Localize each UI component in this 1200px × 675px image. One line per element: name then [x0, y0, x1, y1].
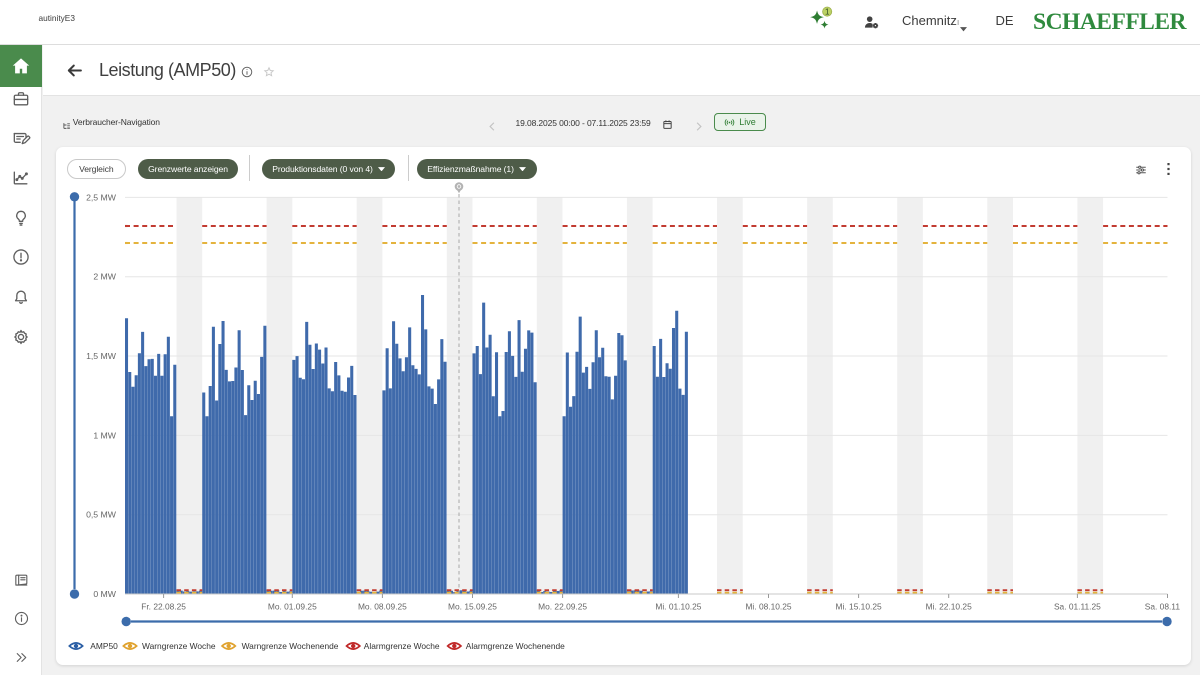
- svg-text:Mi. 08.10.25: Mi. 08.10.25: [745, 602, 791, 612]
- svg-text:2,5 MW: 2,5 MW: [86, 192, 117, 202]
- svg-text:Mo. 15.09.25: Mo. 15.09.25: [448, 602, 497, 612]
- svg-text:2 MW: 2 MW: [93, 272, 116, 282]
- svg-text:Mi. 01.10.25: Mi. 01.10.25: [655, 602, 701, 612]
- svg-text:Mi. 22.10.25: Mi. 22.10.25: [926, 602, 972, 612]
- svg-text:Warngrenze Woche: Warngrenze Woche: [142, 641, 216, 651]
- svg-text:1 MW: 1 MW: [93, 430, 116, 440]
- svg-text:AMP50: AMP50: [90, 641, 118, 651]
- svg-text:0,5 MW: 0,5 MW: [86, 510, 117, 520]
- svg-text:Alarmgrenze Woche: Alarmgrenze Woche: [364, 641, 440, 651]
- svg-text:Fr. 22.08.25: Fr. 22.08.25: [141, 602, 186, 612]
- svg-text:1,5 MW: 1,5 MW: [86, 351, 117, 361]
- svg-text:Mo. 22.09.25: Mo. 22.09.25: [538, 602, 587, 612]
- svg-text:Sa. 08.11: Sa. 08.11: [1145, 602, 1181, 612]
- svg-text:Mi. 15.10.25: Mi. 15.10.25: [836, 602, 882, 612]
- svg-text:Mo. 01.09.25: Mo. 01.09.25: [268, 602, 317, 612]
- svg-text:Mo. 08.09.25: Mo. 08.09.25: [358, 602, 407, 612]
- svg-text:1: 1: [825, 7, 830, 16]
- svg-text:0 MW: 0 MW: [93, 589, 116, 599]
- svg-text:Warngrenze Wochenende: Warngrenze Wochenende: [242, 641, 339, 651]
- svg-text:Sa. 01.11.25: Sa. 01.11.25: [1054, 602, 1101, 612]
- svg-text:Alarmgrenze Wochenende: Alarmgrenze Wochenende: [466, 641, 565, 651]
